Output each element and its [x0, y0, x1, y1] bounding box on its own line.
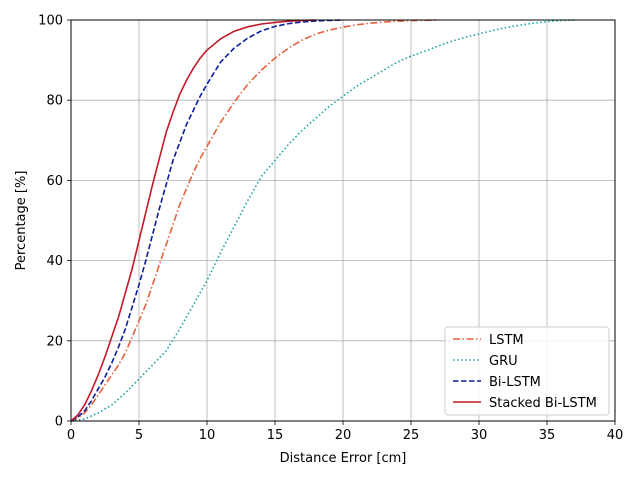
legend-label-0: LSTM	[489, 333, 524, 348]
y-tick-label: 100	[38, 14, 63, 29]
series-line-1	[70, 19, 575, 422]
legend-label-3: Stacked Bi-LSTM	[489, 396, 597, 411]
x-tick-label: 0	[67, 428, 75, 443]
ticks: 0 5 10 15 20 25 30 35 40 0 20 40 60 80 100	[38, 14, 623, 444]
x-tick-label: 10	[199, 428, 216, 443]
x-tick-label: 20	[335, 428, 352, 443]
legend: LSTM GRU Bi-LSTM Stacked Bi-LSTM	[444, 326, 610, 416]
y-tick-label: 20	[46, 334, 63, 349]
series-line-3	[70, 19, 316, 422]
legend-label-2: Bi-LSTM	[489, 375, 541, 390]
series-line-0	[70, 19, 439, 422]
grid	[70, 19, 616, 422]
x-tick-label: 25	[403, 428, 420, 443]
legend-box	[444, 326, 610, 416]
y-tick-label: 0	[55, 415, 63, 430]
x-tick-label: 35	[539, 428, 556, 443]
x-tick-label: 40	[607, 428, 624, 443]
y-axis-label: Percentage [%]	[14, 171, 29, 271]
x-tick-label: 15	[267, 428, 284, 443]
x-tick-label: 5	[135, 428, 143, 443]
y-tick-label: 40	[46, 254, 63, 269]
x-tick-label: 30	[471, 428, 488, 443]
y-tick-label: 80	[46, 94, 63, 109]
legend-label-1: GRU	[489, 354, 518, 369]
series-line-2	[70, 19, 344, 422]
y-tick-label: 60	[46, 174, 63, 189]
x-axis-label: Distance Error [cm]	[280, 451, 407, 466]
series-layer	[70, 19, 575, 422]
